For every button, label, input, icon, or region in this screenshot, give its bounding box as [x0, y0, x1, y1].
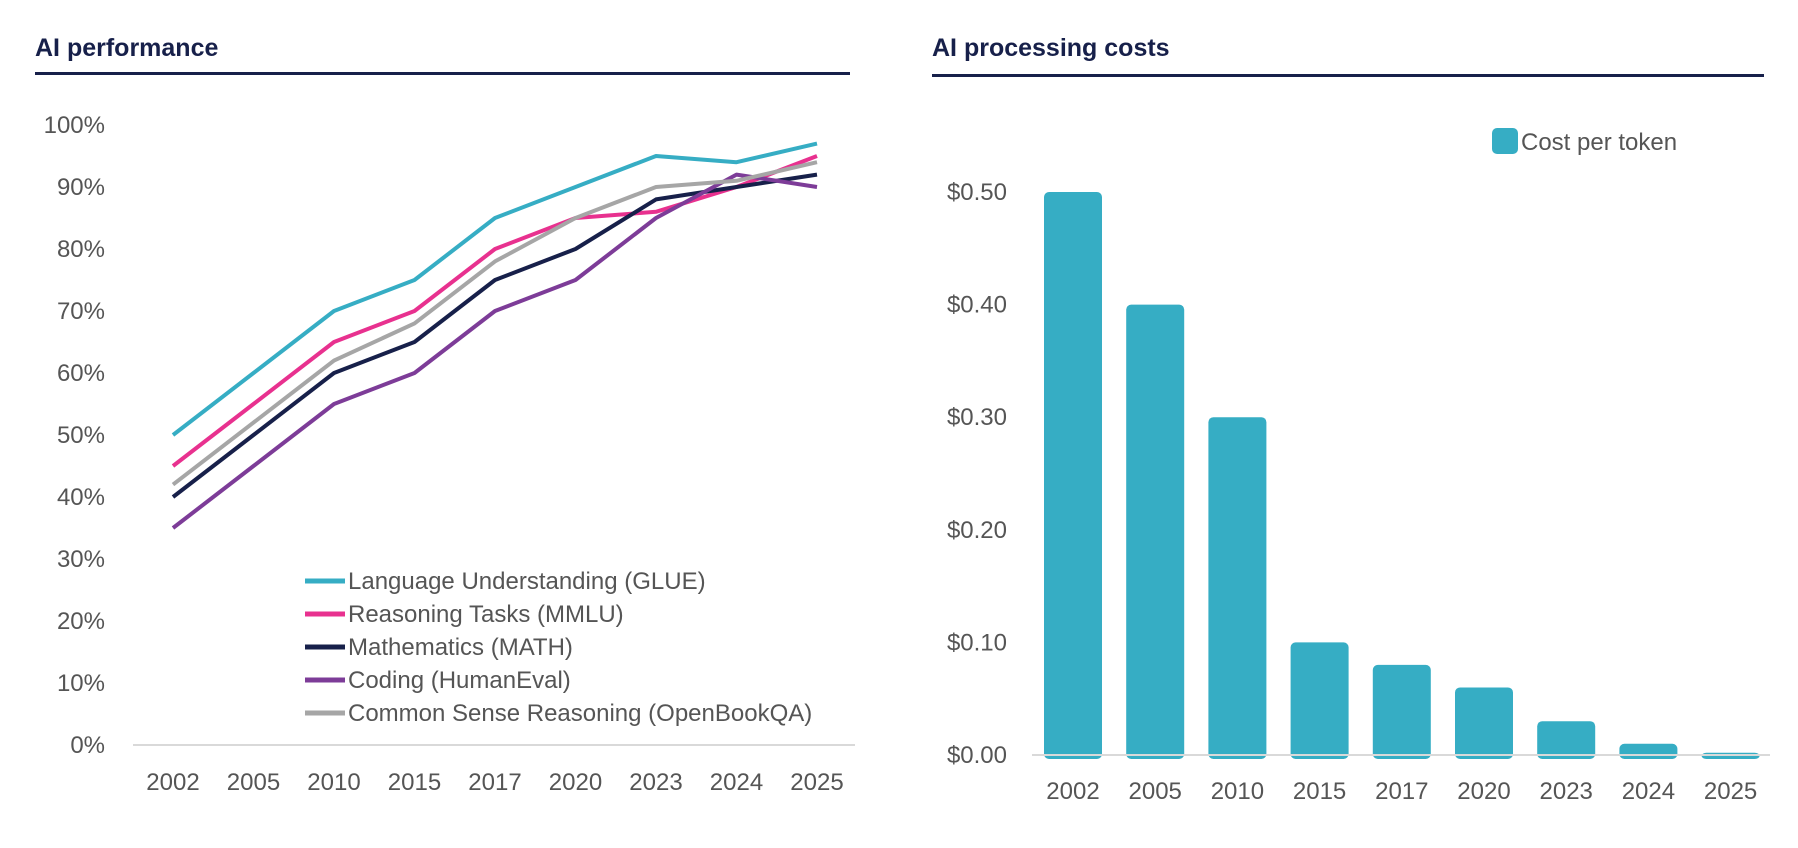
x-tick-label: 2005: [1129, 778, 1182, 805]
bar: [1290, 642, 1349, 759]
y-tick-label: 50%: [57, 422, 105, 449]
x-tick-label: 2010: [307, 769, 360, 796]
performance-chart-title: AI performance: [35, 34, 219, 62]
x-tick-label: 2020: [549, 769, 602, 796]
y-tick-label: 0%: [70, 732, 105, 759]
y-tick-label: $0.30: [947, 404, 1007, 431]
costs-title-rule: [932, 74, 1764, 77]
bar: [1044, 192, 1102, 759]
x-tick-label: 2025: [1704, 778, 1757, 805]
y-tick-label: $0.20: [947, 517, 1007, 544]
legend-label: Mathematics (MATH): [348, 634, 573, 661]
performance-line-chart: 0% 10% 20% 30% 40% 50% 60% 70% 80% 90% 100% 2002 20…: [44, 112, 855, 796]
y-tick-label: 40%: [57, 484, 105, 511]
y-tick-label: 20%: [57, 608, 105, 635]
series-line: [171, 160, 818, 487]
y-tick-label: $0.00: [947, 742, 1007, 769]
bar: [1619, 743, 1678, 759]
x-tick-label: 2010: [1211, 778, 1264, 805]
bar: [1455, 687, 1513, 759]
x-tick-label: 2017: [468, 769, 521, 796]
series-line: [171, 154, 818, 468]
x-tick-label: 2002: [1046, 778, 1099, 805]
series-line: [171, 172, 818, 530]
legend-label: Reasoning Tasks (MMLU): [348, 601, 624, 628]
costs-chart-title: AI processing costs: [932, 34, 1170, 62]
costs-bar-chart: $0.00 $0.10 $0.20 $0.30 $0.40 $0.50 2002 2005 2…: [947, 128, 1770, 805]
y-tick-label: 30%: [57, 546, 105, 573]
y-tick-label: 80%: [57, 236, 105, 263]
x-tick-label: 2025: [790, 769, 843, 796]
performance-title-rule: [35, 72, 850, 75]
series-line: [171, 172, 818, 499]
x-tick-label: 2002: [146, 769, 199, 796]
y-tick-label: 60%: [57, 360, 105, 387]
bar: [1372, 664, 1431, 759]
y-tick-label: 70%: [57, 298, 105, 325]
y-tick-label: 100%: [44, 112, 105, 139]
y-tick-label: 10%: [57, 670, 105, 697]
y-tick-label: $0.10: [947, 629, 1007, 656]
x-tick-label: 2023: [629, 769, 682, 796]
x-tick-label: 2005: [227, 769, 280, 796]
x-tick-label: 2017: [1375, 778, 1428, 805]
y-tick-label: $0.50: [947, 179, 1007, 206]
x-tick-label: 2020: [1457, 778, 1510, 805]
legend-label: Cost per token: [1521, 129, 1677, 156]
bar: [1537, 721, 1596, 759]
x-tick-label: 2015: [1293, 778, 1346, 805]
bar: [1126, 304, 1185, 759]
legend-label: Language Understanding (GLUE): [348, 568, 706, 595]
y-tick-label: $0.40: [947, 292, 1007, 319]
y-tick-label: 90%: [57, 174, 105, 201]
legend-label: Coding (HumanEval): [348, 667, 571, 694]
x-tick-label: 2024: [710, 769, 763, 796]
legend-label: Common Sense Reasoning (OpenBookQA): [348, 700, 812, 727]
series-line: [171, 141, 818, 437]
x-tick-label: 2023: [1540, 778, 1593, 805]
x-tick-label: 2015: [388, 769, 441, 796]
legend-swatch: [1492, 128, 1518, 154]
bar: [1208, 417, 1267, 759]
x-tick-label: 2024: [1622, 778, 1675, 805]
